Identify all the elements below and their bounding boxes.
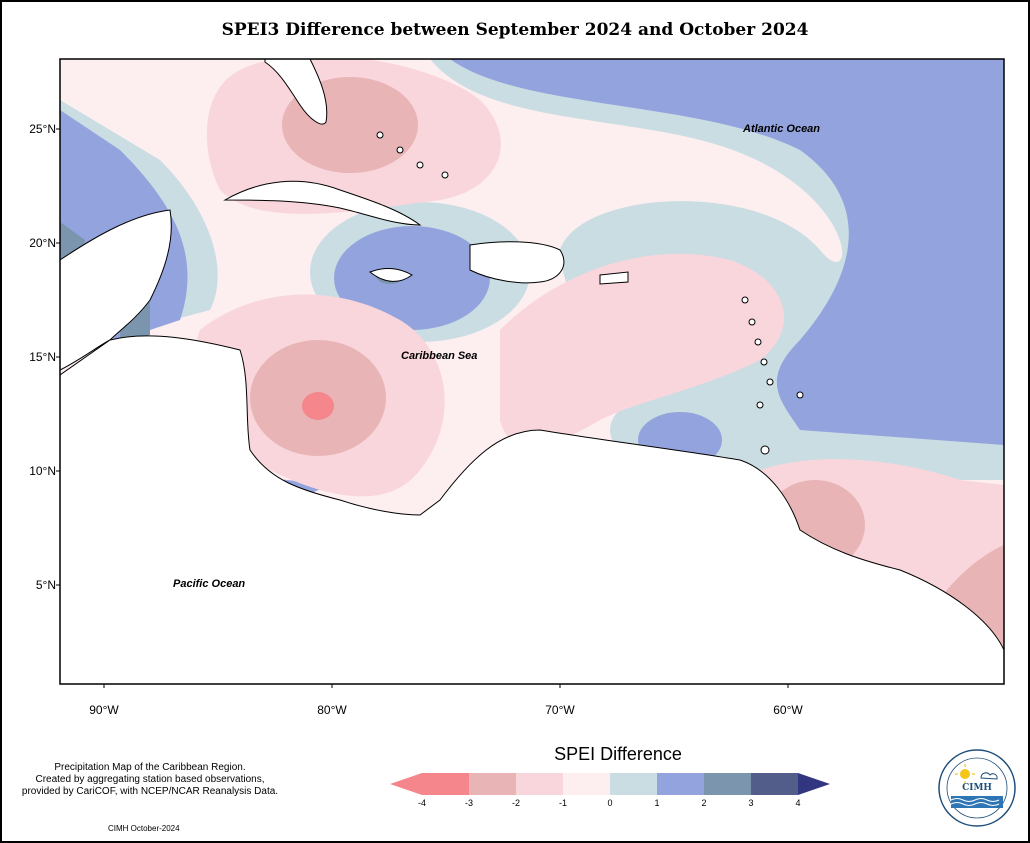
- logo-text: CIMH: [962, 783, 992, 793]
- legend-tick: -3: [464, 798, 473, 808]
- lat-tick-20n: 20°N: [29, 236, 56, 250]
- pink-zone-east-caribbean: [500, 253, 784, 447]
- legend-tick: -4: [417, 798, 426, 808]
- land-yucatan: [60, 209, 172, 371]
- land-cuba: [223, 180, 422, 226]
- legend-swatch-2: [469, 773, 516, 795]
- land-jamaica: [369, 267, 413, 282]
- cimh-logo: [938, 749, 1016, 827]
- legend-tick: 4: [795, 798, 801, 808]
- credit: CIMH October-2024: [108, 824, 180, 833]
- legend-swatch-0: [390, 773, 422, 795]
- map-field: [60, 59, 1004, 684]
- footnote-line: Created by aggregating station based obs…: [35, 774, 265, 785]
- footnote-line: Precipitation Map of the Caribbean Regio…: [54, 762, 246, 773]
- lon-tick-70w: 70°W: [545, 703, 575, 717]
- lat-tick-25n: 25°N: [29, 122, 56, 136]
- label-pacific-ocean: Pacific Ocean: [173, 578, 246, 590]
- label-caribbean-sea: Caribbean Sea: [401, 350, 478, 362]
- legend-swatch-4: [563, 773, 610, 795]
- strong-red-zone: [302, 392, 334, 420]
- land-puerto-rico: [599, 271, 629, 285]
- land-hispaniola: [469, 241, 565, 284]
- legend-colorbar: [390, 773, 830, 795]
- legend-swatch-3: [516, 773, 563, 795]
- blue-zone-atlantic: [450, 59, 1004, 445]
- land-florida: [264, 59, 328, 125]
- legend-swatch-5: [610, 773, 657, 795]
- legend-tick: 2: [701, 798, 707, 808]
- axis-ticks: [56, 128, 789, 688]
- water-waves-icon: [950, 796, 1003, 808]
- legend-tick: 1: [654, 798, 660, 808]
- legend-swatch-8: [751, 773, 798, 795]
- legend-swatch-7: [704, 773, 751, 795]
- lat-tick-5n: 5°N: [35, 578, 56, 592]
- lon-tick-60w: 60°W: [773, 703, 803, 717]
- blue-zone-jamaica: [334, 226, 490, 330]
- lon-tick-90w: 90°W: [89, 703, 119, 717]
- lesser-antilles: [376, 131, 804, 455]
- legend-swatch-9: [798, 773, 830, 795]
- land-central-south-america: [60, 335, 1004, 684]
- map-title: SPEI3 Difference between September 2024 …: [221, 20, 809, 40]
- legend-title: SPEI Difference: [554, 744, 682, 764]
- lat-tick-15n: 15°N: [29, 350, 56, 364]
- legend-tick: 3: [748, 798, 754, 808]
- legend-tick: -2: [511, 798, 520, 808]
- legend-tick: 0: [607, 798, 613, 808]
- lon-tick-80w: 80°W: [317, 703, 347, 717]
- lat-tick-10n: 10°N: [29, 464, 56, 478]
- legend-tick: -1: [558, 798, 567, 808]
- land-masses: [60, 59, 1004, 684]
- footnote: Precipitation Map of the Caribbean Regio…: [0, 762, 300, 798]
- label-atlantic-ocean: Atlantic Ocean: [743, 123, 821, 135]
- legend-swatch-6: [657, 773, 704, 795]
- cloud-icon: [980, 772, 998, 780]
- legend-swatch-1: [422, 773, 469, 795]
- footnote-line: provided by CariCOF, with NCEP/NCAR Rean…: [21, 786, 279, 797]
- map-border: [59, 58, 1005, 685]
- sun-icon: [955, 764, 975, 784]
